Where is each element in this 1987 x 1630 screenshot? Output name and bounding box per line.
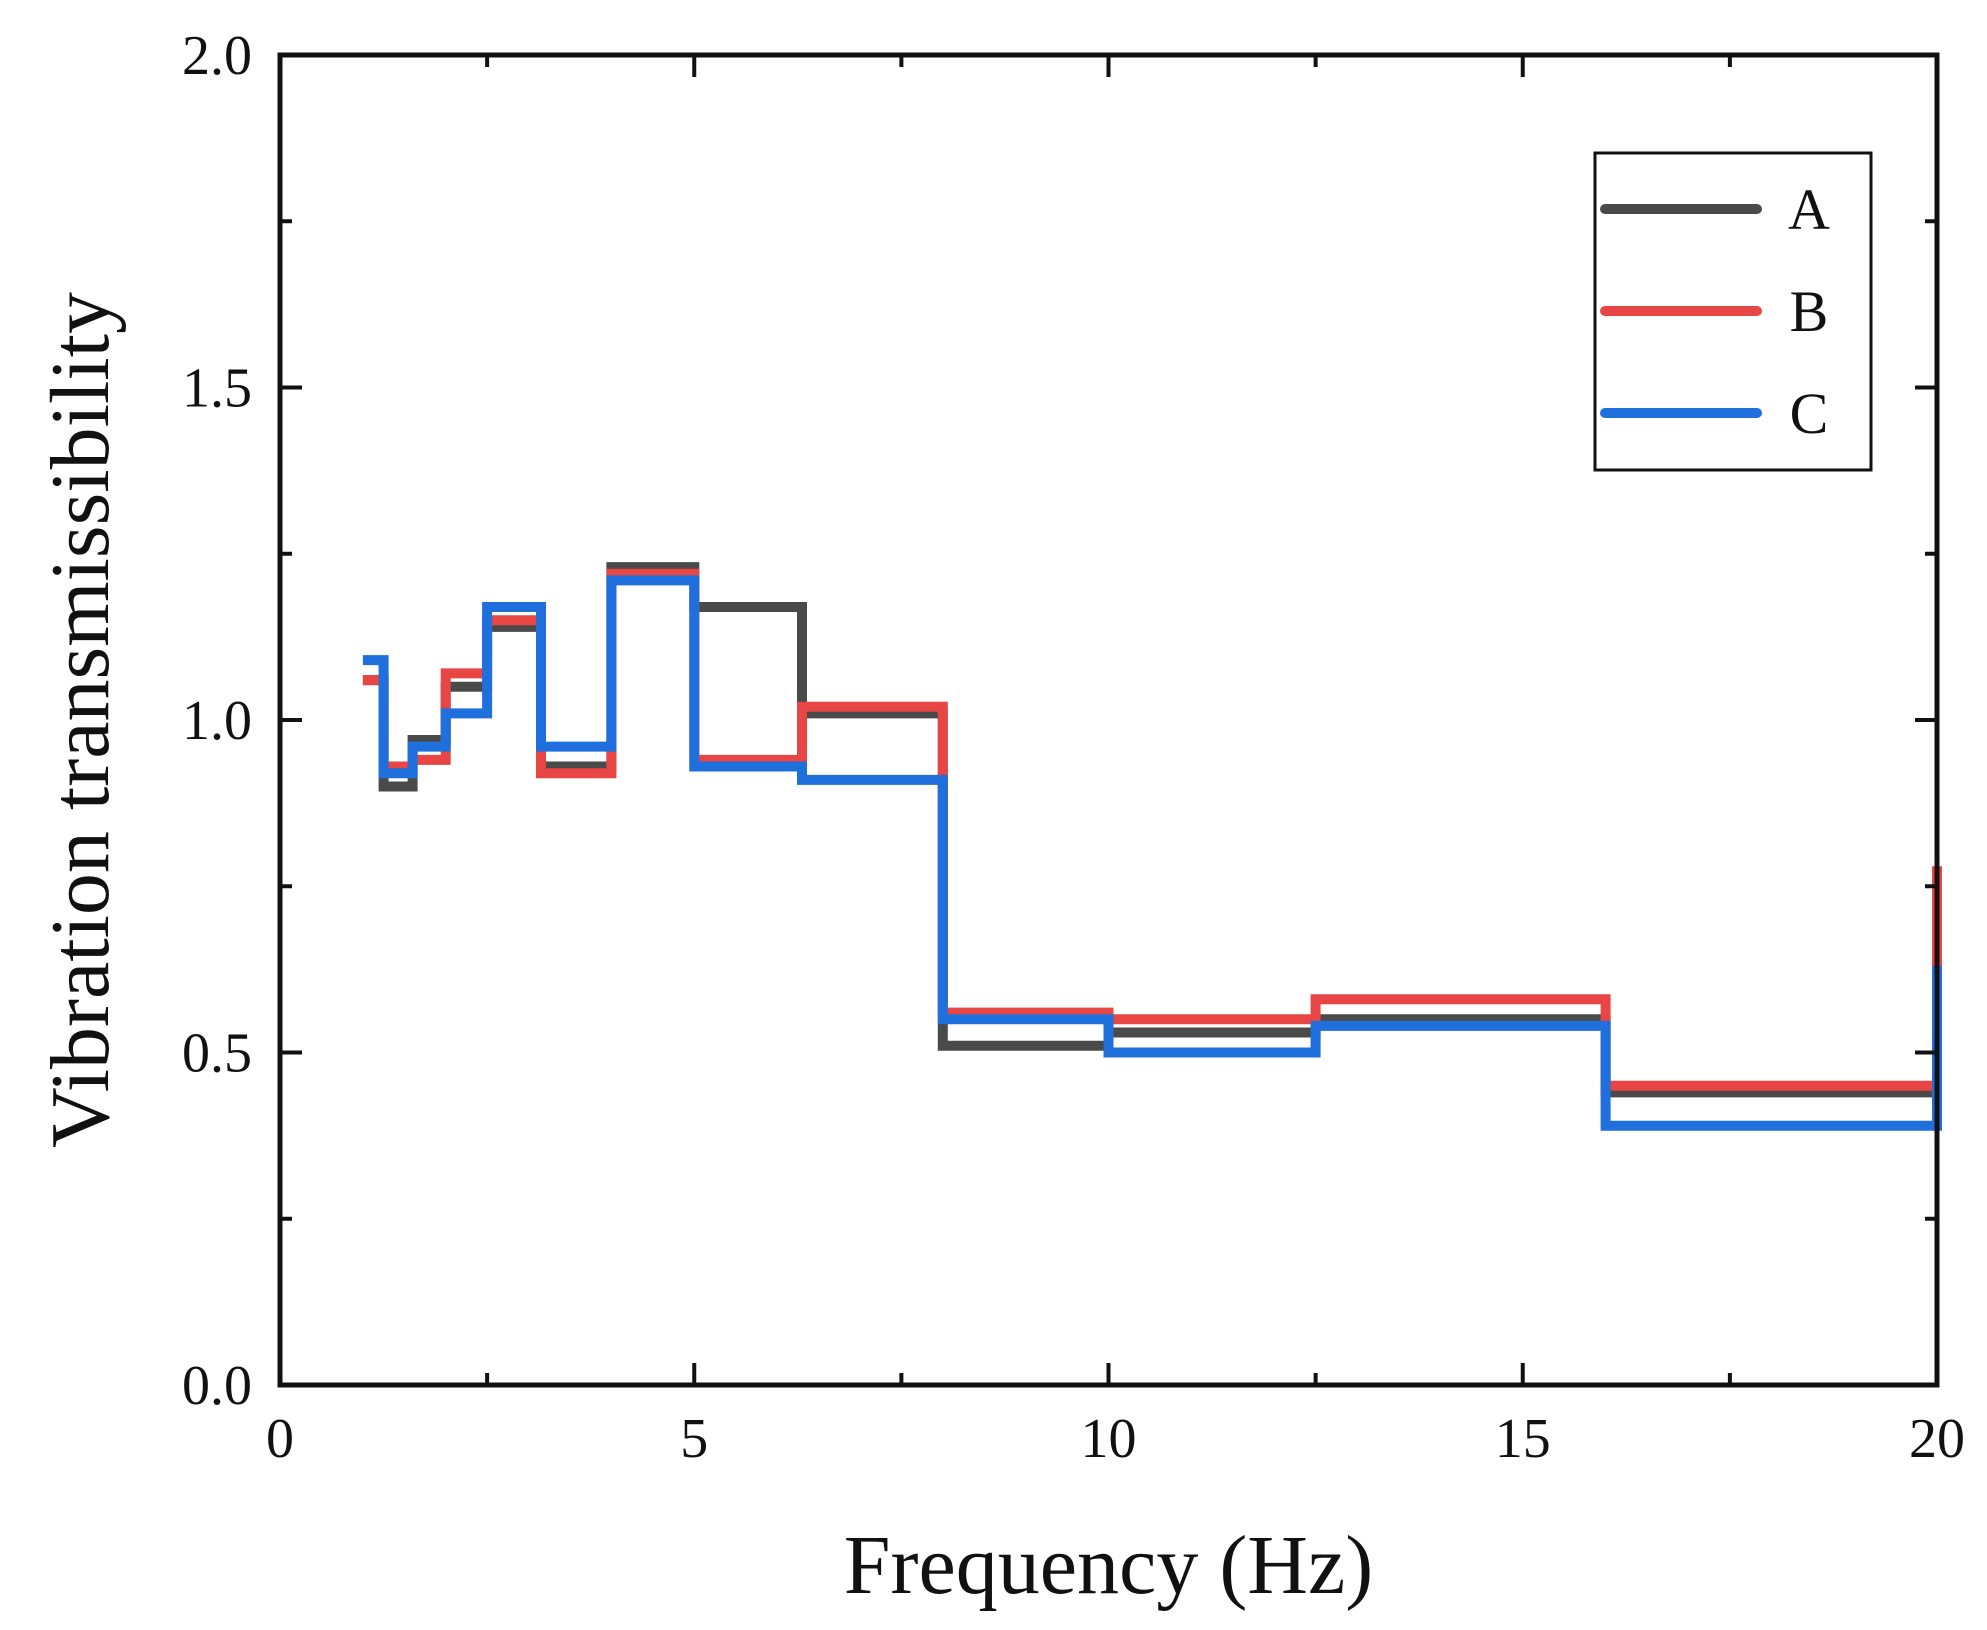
x-tick-label: 10 (1081, 1408, 1137, 1470)
legend-label-a: A (1788, 177, 1830, 242)
legend-label-b: B (1790, 279, 1829, 344)
y-tick-label: 1.0 (182, 690, 252, 752)
x-tick-label: 0 (266, 1408, 294, 1470)
axis-ticks: 0 5 10 15 20 0.0 0.5 1.0 1.5 2.0 (182, 25, 1965, 1470)
x-axis-title: Frequency (Hz) (844, 1519, 1373, 1612)
legend-label-c: C (1790, 381, 1829, 446)
series-line-a (362, 562, 1937, 1098)
series-layer (362, 562, 1942, 1131)
y-tick-label: 2.0 (182, 25, 252, 87)
series-line-b (362, 568, 1942, 1091)
y-axis-title: Vibration transmissibility (34, 292, 127, 1148)
y-tick-label: 0.5 (182, 1023, 252, 1085)
legend: ABC (1593, 151, 1873, 472)
series-line-c (362, 575, 1942, 1131)
y-tick-label: 0.0 (182, 1355, 252, 1417)
x-tick-label: 15 (1495, 1408, 1551, 1470)
y-tick-label: 1.5 (182, 358, 252, 420)
x-tick-label: 5 (680, 1408, 708, 1470)
x-tick-label: 20 (1909, 1408, 1965, 1470)
